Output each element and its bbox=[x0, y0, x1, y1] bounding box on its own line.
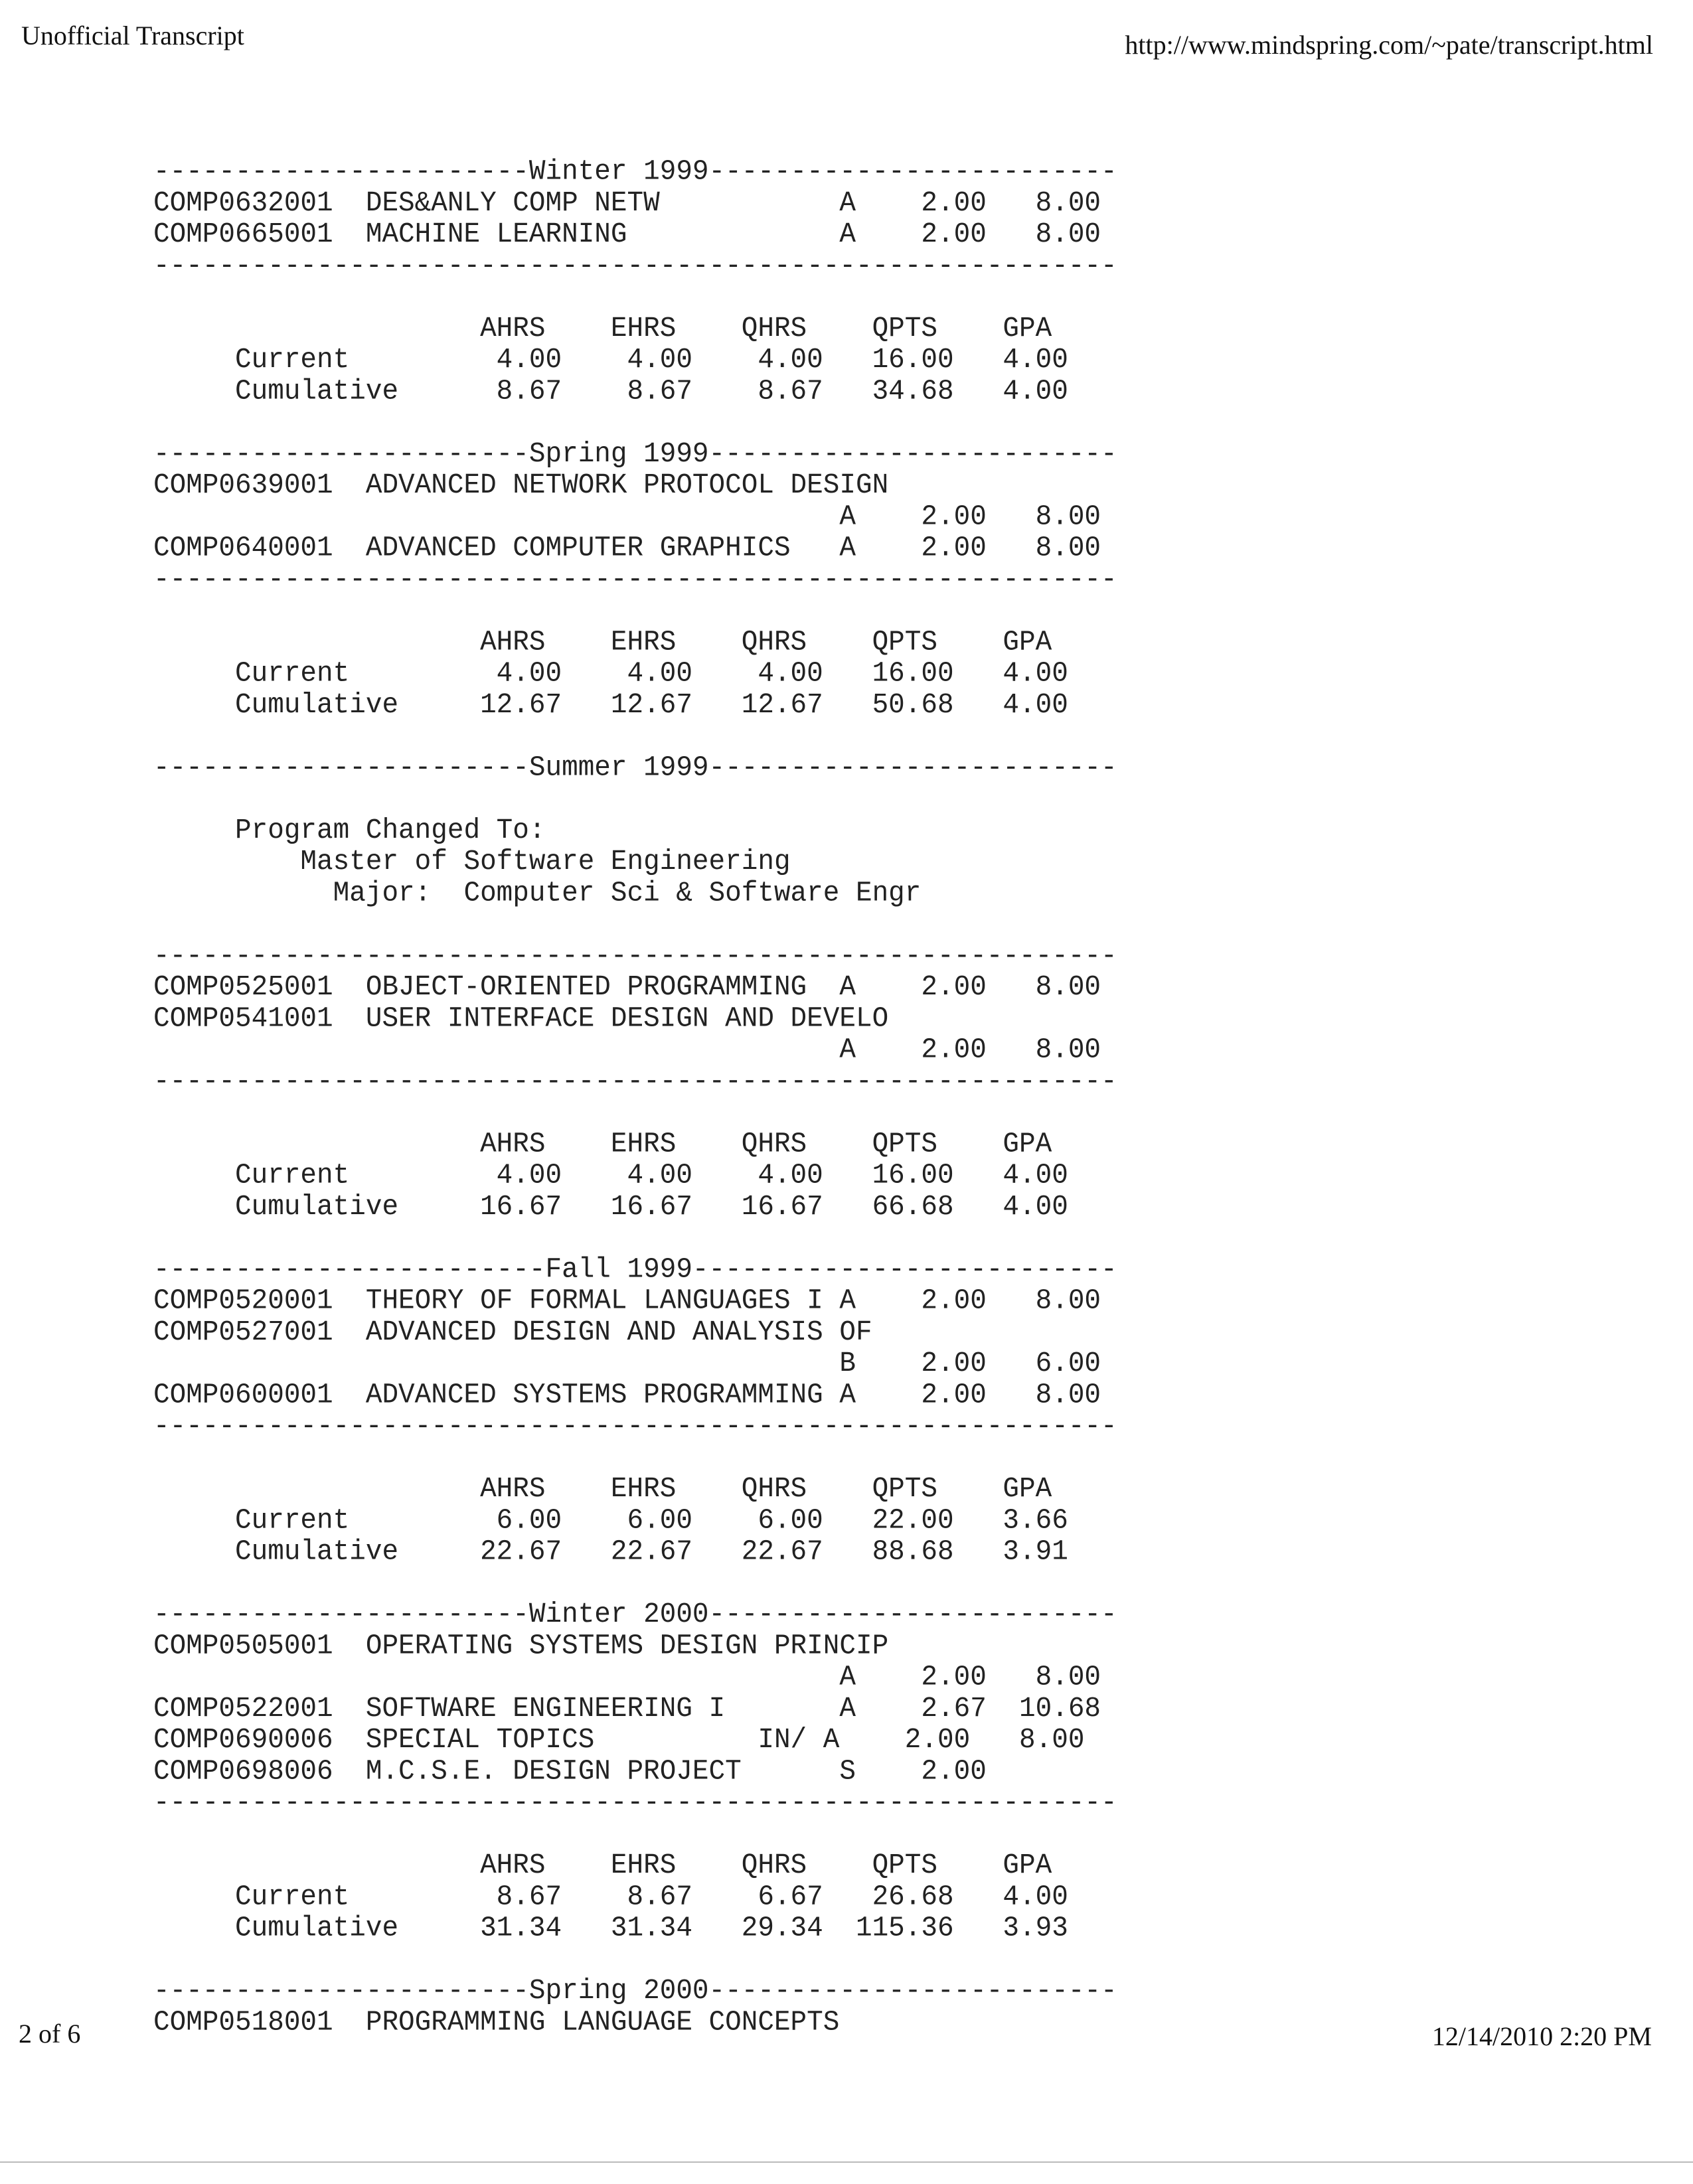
transcript-line-term-header: -----------------------Winter 1999------… bbox=[153, 155, 1117, 189]
transcript-line-stats-cumulative: Cumulative 31.34 31.34 29.34 115.36 3.93 bbox=[153, 1912, 1068, 1945]
transcript-line-blank bbox=[153, 1944, 1117, 1976]
transcript-line-course: COMP0600001 ADVANCED SYSTEMS PROGRAMMING… bbox=[153, 1379, 1101, 1411]
transcript-line-note: Program Changed To: bbox=[153, 815, 546, 847]
transcript-line-blank bbox=[153, 1223, 1117, 1254]
transcript-line-course: COMP0541001 USER INTERFACE DESIGN AND DE… bbox=[153, 1002, 889, 1035]
transcript-body: -----------------------Winter 1999------… bbox=[153, 155, 1117, 2039]
transcript-line-course: COMP0690006 SPECIAL TOPICS IN/ A 2.00 8.… bbox=[153, 1724, 1085, 1756]
transcript-line-separator: ----------------------------------------… bbox=[153, 940, 1117, 973]
transcript-line-course: COMP0698006 M.C.S.E. DESIGN PROJECT S 2.… bbox=[153, 1755, 987, 1788]
transcript-line-blank bbox=[153, 1443, 1117, 1474]
transcript-line-course: COMP0505001 OPERATING SYSTEMS DESIGN PRI… bbox=[153, 1630, 889, 1662]
transcript-line-stats-cumulative: Cumulative 8.67 8.67 8.67 34.68 4.00 bbox=[153, 375, 1068, 408]
transcript-line-note: Major: Computer Sci & Software Engr bbox=[153, 877, 922, 909]
transcript-line-course: COMP0525001 OBJECT-ORIENTED PROGRAMMING … bbox=[153, 971, 1101, 1004]
transcript-line-course: COMP0522001 SOFTWARE ENGINEERING I A 2.6… bbox=[153, 1693, 1101, 1725]
transcript-line-term-header: -----------------------Spring 2000------… bbox=[153, 1975, 1117, 2007]
transcript-line-stats-header: AHRS EHRS QHRS QPTS GPA bbox=[153, 1849, 1052, 1882]
transcript-line-term-header: -----------------------Winter 2000------… bbox=[153, 1599, 1117, 1631]
transcript-line-blank bbox=[153, 282, 1117, 313]
transcript-line-course-grade: A 2.00 8.00 bbox=[153, 1034, 1101, 1067]
transcript-line-stats-current: Current 8.67 8.67 6.67 26.68 4.00 bbox=[153, 1881, 1068, 1913]
transcript-line-stats-cumulative: Cumulative 22.67 22.67 22.67 88.68 3.91 bbox=[153, 1535, 1068, 1569]
transcript-line-blank bbox=[153, 596, 1117, 627]
transcript-line-blank bbox=[153, 909, 1117, 941]
page-bottom-rule bbox=[0, 2161, 1693, 2163]
transcript-line-separator: ----------------------------------------… bbox=[153, 1410, 1117, 1443]
transcript-line-course: COMP0518001 PROGRAMMING LANGUAGE CONCEPT… bbox=[153, 2006, 840, 2039]
transcript-line-stats-current: Current 4.00 4.00 4.00 16.00 4.00 bbox=[153, 1159, 1068, 1192]
transcript-line-stats-header: AHRS EHRS QHRS QPTS GPA bbox=[153, 1473, 1052, 1506]
transcript-line-course: COMP0665001 MACHINE LEARNING A 2.00 8.00 bbox=[153, 218, 1101, 251]
transcript-line-term-header: -----------------------Summer 1999------… bbox=[153, 751, 1117, 784]
transcript-line-separator: ----------------------------------------… bbox=[153, 564, 1117, 596]
transcript-line-blank bbox=[153, 722, 1117, 753]
transcript-line-stats-current: Current 4.00 4.00 4.00 16.00 4.00 bbox=[153, 344, 1068, 376]
transcript-line-course: COMP0632001 DES&ANLY COMP NETW A 2.00 8.… bbox=[153, 187, 1101, 220]
transcript-line-stats-current: Current 4.00 4.00 4.00 16.00 4.00 bbox=[153, 657, 1068, 690]
transcript-line-course: COMP0527001 ADVANCED DESIGN AND ANALYSIS… bbox=[153, 1316, 872, 1349]
transcript-line-stats-header: AHRS EHRS QHRS QPTS GPA bbox=[153, 1128, 1052, 1160]
transcript-line-blank bbox=[153, 1568, 1117, 1599]
transcript-line-term-header: -----------------------Spring 1999------… bbox=[153, 438, 1117, 471]
transcript-line-stats-cumulative: Cumulative 12.67 12.67 12.67 50.68 4.00 bbox=[153, 689, 1068, 722]
transcript-line-stats-header: AHRS EHRS QHRS QPTS GPA bbox=[153, 626, 1052, 659]
transcript-line-blank bbox=[153, 1819, 1117, 1850]
transcript-line-separator: ----------------------------------------… bbox=[153, 1786, 1117, 1820]
transcript-line-stats-header: AHRS EHRS QHRS QPTS GPA bbox=[153, 313, 1052, 345]
transcript-line-blank bbox=[153, 408, 1117, 439]
transcript-line-separator: ----------------------------------------… bbox=[153, 1065, 1117, 1098]
transcript-line-stats-cumulative: Cumulative 16.67 16.67 16.67 66.68 4.00 bbox=[153, 1191, 1068, 1223]
document-title: Unofficial Transcript bbox=[21, 21, 244, 50]
print-datetime: 12/14/2010 2:20 PM bbox=[1431, 2021, 1652, 2051]
transcript-line-separator: ----------------------------------------… bbox=[153, 250, 1117, 282]
transcript-line-course-grade: B 2.00 6.00 bbox=[153, 1348, 1101, 1380]
transcript-line-stats-current: Current 6.00 6.00 6.00 22.00 3.66 bbox=[153, 1504, 1068, 1537]
transcript-line-course: COMP0640001 ADVANCED COMPUTER GRAPHICS A… bbox=[153, 532, 1101, 565]
transcript-line-course: COMP0520001 THEORY OF FORMAL LANGUAGES I… bbox=[153, 1285, 1101, 1318]
transcript-line-course: COMP0639001 ADVANCED NETWORK PROTOCOL DE… bbox=[153, 469, 889, 502]
source-url: http://www.mindspring.com/~pate/transcri… bbox=[1125, 30, 1653, 60]
transcript-line-term-header: ------------------------Fall 1999-------… bbox=[153, 1253, 1117, 1286]
transcript-line-course-grade: A 2.00 8.00 bbox=[153, 1661, 1101, 1694]
transcript-line-course-grade: A 2.00 8.00 bbox=[153, 501, 1101, 533]
transcript-line-blank bbox=[153, 784, 1117, 815]
page-number: 2 of 6 bbox=[19, 2019, 81, 2049]
transcript-line-note: Master of Software Engineering bbox=[153, 846, 791, 878]
transcript-line-blank bbox=[153, 1097, 1117, 1129]
